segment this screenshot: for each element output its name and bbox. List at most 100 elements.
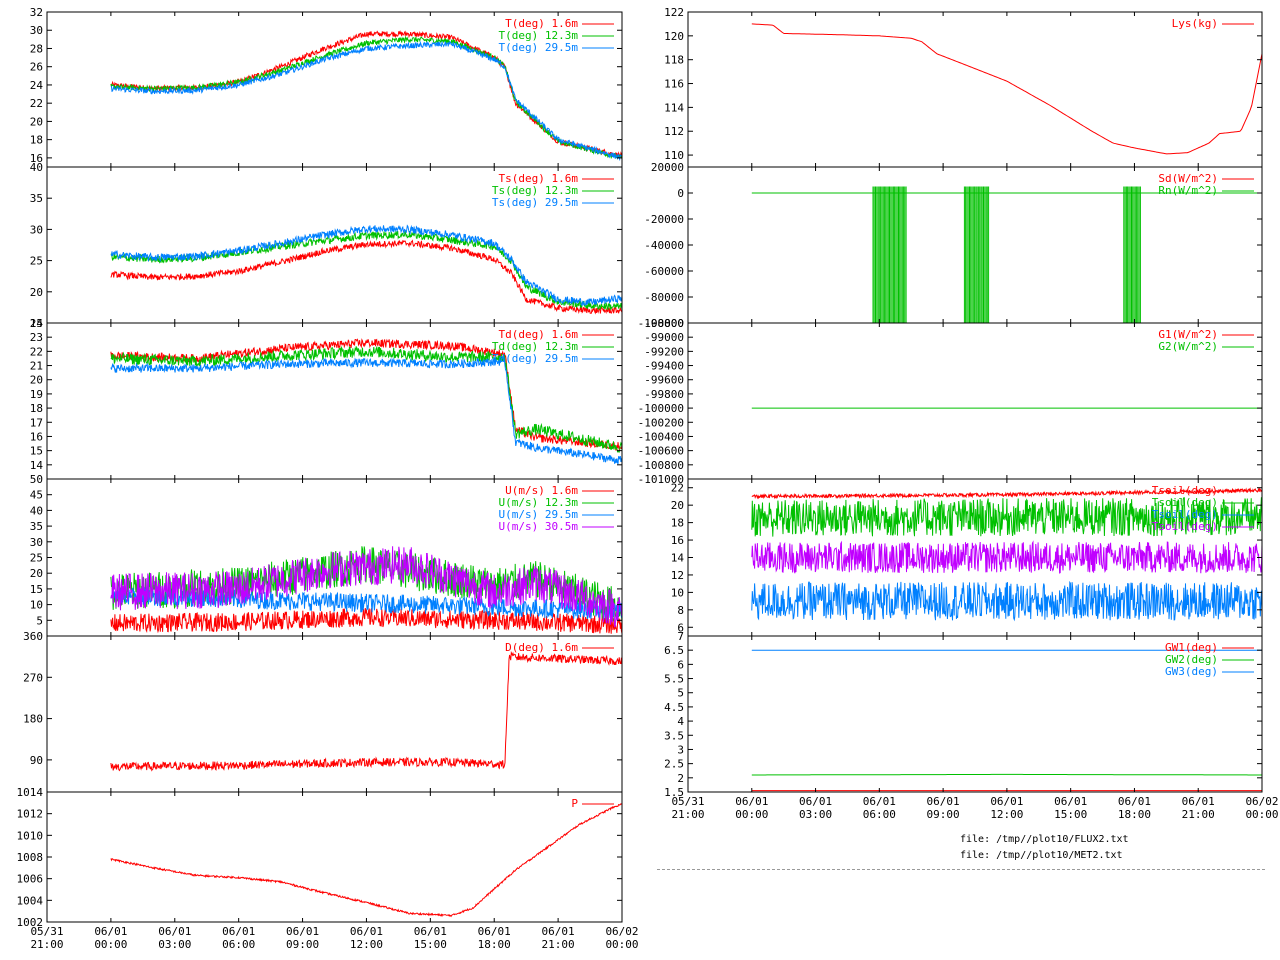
dewpoint-series-2 — [110, 355, 622, 465]
radiation-ytick-5: 0 — [677, 187, 684, 200]
pressure-ytick-0: 1002 — [17, 916, 44, 929]
groundwater-xtick-7-1: 18:00 — [1118, 808, 1151, 821]
groundwater-series-1 — [751, 773, 1262, 776]
footer-file1: file: /tmp//plot10/FLUX2.txt — [960, 834, 1129, 845]
groundwater-xtick-2-1: 03:00 — [799, 808, 832, 821]
lysimeter-panel: 110 112 114 116 118 120 122 Lys(kg) — [664, 6, 1263, 168]
groundwater-ytick-7: 5 — [677, 687, 684, 700]
soil-flux-ytick-1: -100800 — [638, 459, 684, 472]
pressure-ytick-4: 1010 — [17, 829, 44, 842]
groundwater-xtick-9-1: 00:00 — [1245, 808, 1278, 821]
air-temp-ytick-5: 26 — [30, 61, 43, 74]
dewpoint-ytick-6: 20 — [30, 374, 43, 387]
soil-temp-ytick-6: 18 — [671, 517, 684, 530]
dewpoint-ytick-10: 24 — [30, 317, 44, 330]
surface-temp-ytick-4: 35 — [30, 192, 43, 205]
pressure-xtick-5-1: 12:00 — [350, 938, 383, 951]
radiation-spikes-1 — [963, 186, 990, 323]
wind-dir-legend-0: D(deg) 1.6m — [505, 641, 578, 654]
pressure-legend-0: P — [571, 797, 578, 810]
soil-temp-legend-1: Tsoil(deg) — [1152, 496, 1218, 509]
groundwater-xtick-1-1: 00:00 — [735, 808, 768, 821]
pressure-xtick-7-1: 18:00 — [478, 938, 511, 951]
air-temp-ytick-2: 20 — [30, 115, 43, 128]
groundwater-xtick-4-1: 09:00 — [927, 808, 960, 821]
radiation-spikes-2 — [1123, 186, 1141, 323]
pressure-xtick-5-0: 06/01 — [350, 925, 383, 938]
dewpoint-ytick-2: 16 — [30, 430, 43, 443]
air-temp-series-1 — [110, 35, 622, 160]
soil-temp-series-1 — [751, 497, 1262, 537]
air-temp-ytick-4: 24 — [30, 79, 44, 92]
groundwater-panel: 1.522.533.544.555.566.5705/3121:0006/010… — [664, 630, 1278, 821]
soil-temp-legend-3: Tsoil(deg) — [1152, 520, 1218, 533]
pressure-xtick-2-0: 06/01 — [158, 925, 191, 938]
pressure-xtick-1-1: 00:00 — [94, 938, 127, 951]
radiation-legend-1: Rn(W/m^2) — [1158, 184, 1218, 197]
groundwater-ytick-5: 4 — [677, 715, 684, 728]
groundwater-ytick-6: 4.5 — [664, 701, 684, 714]
groundwater-legend-0: GW1(deg) — [1165, 641, 1218, 654]
groundwater-xtick-9-0: 06/02 — [1245, 795, 1278, 808]
groundwater-frame — [687, 635, 1263, 793]
pressure-xtick-4-0: 06/01 — [286, 925, 319, 938]
groundwater-ytick-0: 1.5 — [664, 786, 684, 799]
soil-temp-ytick-4: 14 — [671, 552, 685, 565]
surface-temp-ytick-1: 20 — [30, 286, 43, 299]
soil-temp-series-2 — [751, 580, 1262, 622]
groundwater-xtick-8-0: 06/01 — [1182, 795, 1215, 808]
wind-speed-ytick-4: 25 — [30, 552, 43, 565]
pressure-panel: 100210041006100810101012101405/3121:0006… — [17, 786, 639, 951]
soil-flux-ytick-7: -99600 — [644, 374, 684, 387]
soil-flux-ytick-5: -100000 — [638, 402, 684, 415]
groundwater-ytick-11: 7 — [677, 630, 684, 643]
air-temp-series-2 — [110, 40, 622, 162]
pressure-xtick-8-0: 06/01 — [542, 925, 575, 938]
groundwater-ytick-10: 6.5 — [664, 644, 684, 657]
lysimeter-ytick-0: 110 — [664, 149, 684, 162]
soil-temp-series-3 — [751, 540, 1262, 574]
groundwater-ytick-1: 2 — [677, 772, 684, 785]
groundwater-ytick-9: 6 — [677, 658, 684, 671]
groundwater-xtick-0-1: 21:00 — [671, 808, 704, 821]
dewpoint-ytick-8: 22 — [30, 345, 43, 358]
groundwater-xtick-6-1: 15:00 — [1054, 808, 1087, 821]
air-temp-legend-1: T(deg) 12.3m — [499, 29, 579, 42]
surface-temp-ytick-3: 30 — [30, 223, 43, 236]
surface-temp-series-0 — [110, 239, 622, 315]
pressure-xtick-6-1: 15:00 — [414, 938, 447, 951]
dewpoint-series-1 — [110, 345, 622, 453]
soil-flux-ytick-4: -100200 — [638, 416, 684, 429]
dewpoint-ytick-3: 17 — [30, 416, 43, 429]
pressure-series-0 — [110, 803, 622, 918]
air-temp-legend-0: T(deg) 1.6m — [505, 17, 578, 30]
pressure-ytick-1: 1004 — [17, 894, 44, 907]
lysimeter-ytick-1: 112 — [664, 125, 684, 138]
pressure-xtick-0-0: 05/31 — [30, 925, 63, 938]
air-temp-ytick-3: 22 — [30, 97, 43, 110]
soil-flux-ytick-8: -99400 — [644, 360, 684, 373]
wind-speed-ytick-3: 20 — [30, 567, 43, 580]
pressure-frame — [46, 791, 623, 923]
groundwater-xtick-3-0: 06/01 — [863, 795, 896, 808]
footer-divider — [657, 869, 1265, 870]
dewpoint-ytick-7: 21 — [30, 360, 43, 373]
radiation-ytick-1: -80000 — [644, 291, 684, 304]
soil-temp-ytick-2: 10 — [671, 586, 684, 599]
groundwater-xtick-5-1: 12:00 — [990, 808, 1023, 821]
wind-dir-ytick-1: 180 — [23, 713, 43, 726]
soil-flux-ytick-11: -98800 — [644, 317, 684, 330]
pressure-xtick-1-0: 06/01 — [94, 925, 127, 938]
soil-temp-legend-2: Tsoil(deg) — [1152, 508, 1218, 521]
surface-temp-series-1 — [110, 229, 622, 311]
lysimeter-series-0 — [751, 23, 1262, 155]
surface-temp-legend-1: Ts(deg) 12.3m — [492, 184, 578, 197]
groundwater-ytick-2: 2.5 — [664, 758, 684, 771]
pressure-xtick-9-0: 06/02 — [605, 925, 638, 938]
radiation-legend-0: Sd(W/m^2) — [1158, 172, 1218, 185]
groundwater-xtick-1-0: 06/01 — [735, 795, 768, 808]
wind-speed-ytick-6: 35 — [30, 520, 43, 533]
groundwater-xtick-5-0: 06/01 — [990, 795, 1023, 808]
air-temp-ytick-7: 30 — [30, 24, 43, 37]
groundwater-xtick-4-0: 06/01 — [927, 795, 960, 808]
